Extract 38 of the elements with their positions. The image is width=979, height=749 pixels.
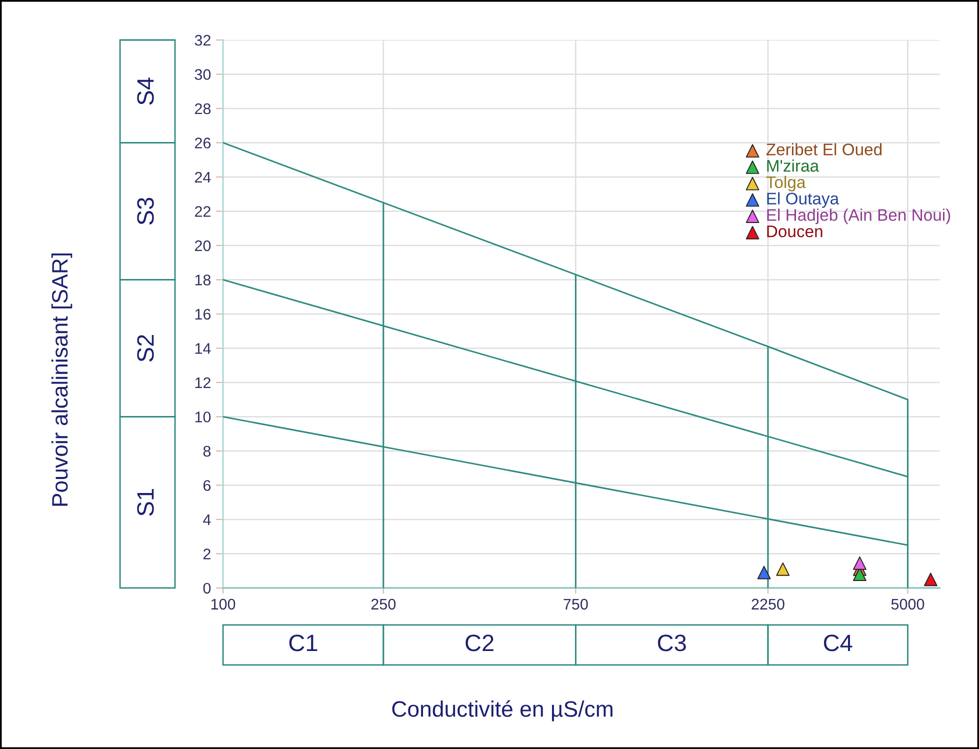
y-tick-label: 10 [195, 412, 211, 422]
y-tick-label: 30 [194, 69, 211, 80]
legend-label: Doucen [767, 226, 822, 238]
x-axis-title: Conductivité en µS/cm [392, 700, 612, 722]
text: S1 [137, 489, 154, 516]
y-tick-label: 18 [195, 274, 211, 286]
y-tick-label: 4 [203, 514, 211, 526]
legend-label: Zeribet El Oued [766, 143, 882, 156]
y-tick-label: 20 [194, 240, 211, 252]
x-tick-label: 2250 [752, 598, 784, 610]
y-tick-label: 12 [195, 377, 210, 388]
y-tick-label: 28 [194, 103, 211, 114]
y-tick-label: 6 [203, 480, 211, 491]
x-tick-label: 100 [211, 598, 236, 610]
text: C1 [289, 634, 318, 652]
text: C3 [658, 634, 686, 652]
text: Pouvoir alcalinisant [SAR] [51, 253, 72, 506]
y-tick-label: 22 [194, 206, 210, 217]
y-tick-label: 32 [194, 34, 210, 46]
legend-label: Tolga [766, 176, 806, 192]
legend-label: El Hadjeb (Ain Ben Noui) [767, 208, 950, 224]
text: C2 [466, 634, 494, 652]
text: S3 [137, 198, 154, 225]
y-tick-label: 24 [194, 172, 211, 183]
y-tick-label: 16 [195, 308, 211, 320]
x-tick-label: 250 [371, 598, 396, 610]
text: S4 [137, 78, 154, 105]
text: S2 [137, 334, 154, 362]
y-tick-label: 14 [195, 343, 211, 354]
y-tick-label: 26 [194, 138, 211, 148]
x-tick-label: 5000 [891, 598, 924, 610]
y-tick-label: 8 [203, 446, 211, 457]
x-tick-label: 750 [564, 598, 588, 610]
text: C4 [824, 634, 852, 652]
y-tick-label: 2 [203, 548, 210, 560]
y-tick-label: 0 [203, 582, 211, 594]
legend-label: M'ziraa [767, 160, 820, 172]
legend-label: El Outaya [767, 192, 840, 208]
